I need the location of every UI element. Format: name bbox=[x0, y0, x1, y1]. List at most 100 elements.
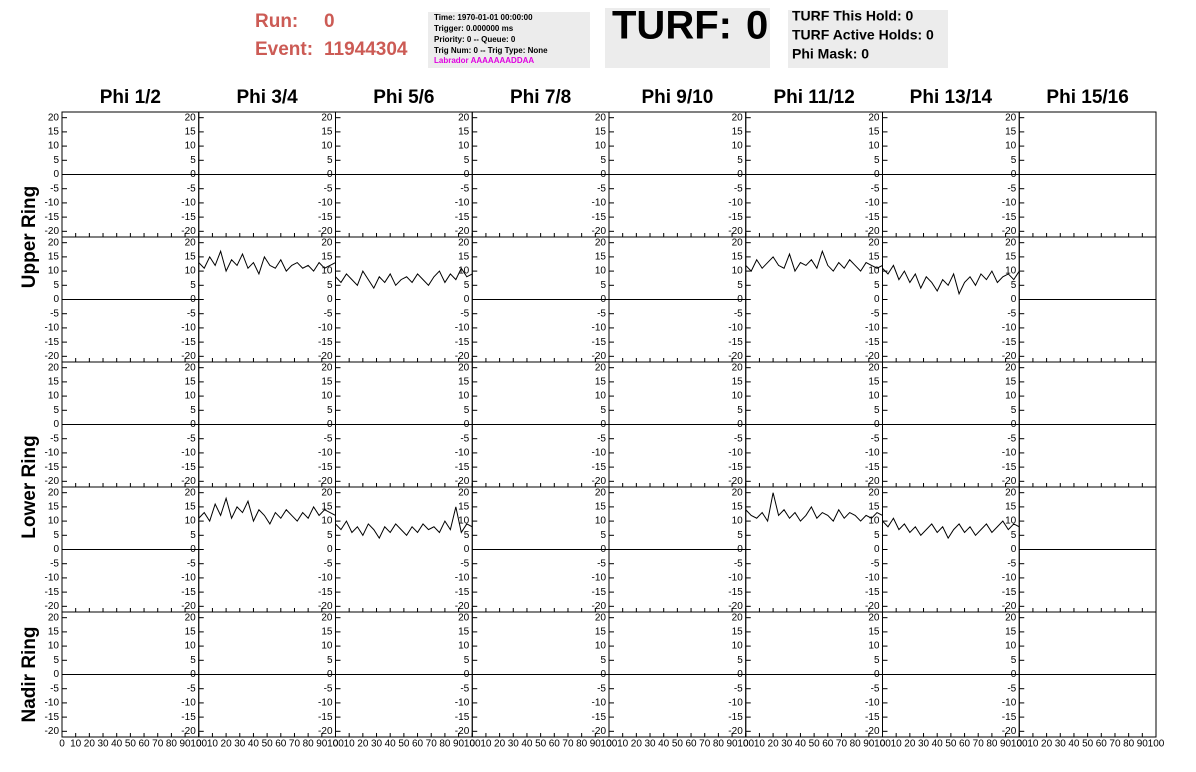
y-tick-label: -10 bbox=[728, 573, 743, 584]
info-line: Labrador AAAAAAADDAA bbox=[434, 56, 534, 65]
y-tick-label: 15 bbox=[48, 502, 60, 513]
y-tick-label: 20 bbox=[1005, 362, 1017, 373]
y-tick-label: -10 bbox=[318, 448, 333, 459]
x-tick-label: 0 bbox=[1016, 739, 1022, 750]
x-tick-label: 40 bbox=[521, 739, 533, 750]
y-tick-label: 5 bbox=[737, 155, 743, 166]
x-tick-label: 100 bbox=[190, 739, 207, 750]
y-tick-label: 10 bbox=[595, 141, 607, 152]
x-tick-label: 40 bbox=[385, 739, 397, 750]
x-tick-label: 60 bbox=[549, 739, 561, 750]
column-title: Phi 1/2 bbox=[100, 87, 161, 108]
column-title: Phi 3/4 bbox=[237, 87, 299, 108]
y-tick-label: -15 bbox=[318, 212, 333, 223]
x-tick-label: 40 bbox=[111, 739, 123, 750]
info-line: Time: 1970-01-01 00:00:00 bbox=[434, 13, 533, 22]
y-tick-label: 0 bbox=[464, 294, 470, 305]
turf-info: TURF This Hold: 0 bbox=[792, 8, 914, 24]
panel-frame bbox=[335, 236, 473, 363]
y-tick-label: 0 bbox=[53, 169, 59, 180]
x-tick-label: 10 bbox=[344, 739, 356, 750]
y-tick-label: -20 bbox=[181, 726, 196, 737]
y-tick-label: 5 bbox=[1011, 655, 1017, 666]
y-tick-label: -5 bbox=[50, 558, 59, 569]
x-tick-label: 0 bbox=[743, 739, 749, 750]
y-tick-label: 10 bbox=[595, 266, 607, 277]
column-title: Phi 13/14 bbox=[910, 87, 993, 108]
x-tick-label: 80 bbox=[850, 739, 862, 750]
x-tick-label: 80 bbox=[439, 739, 451, 750]
y-tick-label: -15 bbox=[318, 337, 333, 348]
y-tick-label: -20 bbox=[45, 726, 60, 737]
y-tick-label: 5 bbox=[327, 530, 333, 541]
y-tick-label: 5 bbox=[327, 655, 333, 666]
y-tick-label: -5 bbox=[50, 308, 59, 319]
y-tick-label: -10 bbox=[45, 698, 60, 709]
y-tick-label: 5 bbox=[190, 405, 196, 416]
x-tick-label: 70 bbox=[1109, 739, 1121, 750]
y-tick-label: -5 bbox=[1007, 433, 1016, 444]
y-tick-label: -5 bbox=[871, 433, 880, 444]
y-tick-label: -10 bbox=[455, 323, 470, 334]
y-tick-label: 15 bbox=[185, 127, 197, 138]
y-tick-label: -15 bbox=[728, 337, 743, 348]
y-tick-label: -10 bbox=[592, 198, 607, 209]
y-tick-label: 15 bbox=[1005, 377, 1017, 388]
y-tick-label: -10 bbox=[318, 323, 333, 334]
x-tick-label: 40 bbox=[1068, 739, 1080, 750]
y-tick-label: 0 bbox=[327, 294, 333, 305]
event-label: Event: bbox=[255, 39, 313, 60]
y-tick-label: 20 bbox=[458, 237, 470, 248]
y-tick-label: -20 bbox=[1002, 601, 1017, 612]
event-number: 11944304 bbox=[324, 39, 408, 60]
y-tick-label: -10 bbox=[181, 198, 196, 209]
x-tick-label: 30 bbox=[918, 739, 930, 750]
y-tick-label: 5 bbox=[1011, 155, 1017, 166]
y-tick-label: 15 bbox=[732, 502, 744, 513]
y-tick-label: -5 bbox=[187, 558, 196, 569]
turf-box bbox=[605, 8, 770, 68]
y-tick-label: 20 bbox=[595, 237, 607, 248]
y-tick-label: 15 bbox=[1005, 127, 1017, 138]
y-tick-label: -10 bbox=[318, 573, 333, 584]
y-tick-label: 5 bbox=[327, 280, 333, 291]
y-tick-label: 20 bbox=[1005, 112, 1017, 123]
y-tick-label: 20 bbox=[458, 362, 470, 373]
y-tick-label: 5 bbox=[464, 155, 470, 166]
y-tick-label: 5 bbox=[600, 405, 606, 416]
x-tick-label: 30 bbox=[1055, 739, 1067, 750]
y-tick-label: 5 bbox=[53, 530, 59, 541]
x-tick-label: 10 bbox=[70, 739, 82, 750]
y-tick-label: -10 bbox=[181, 448, 196, 459]
y-tick-label: 5 bbox=[737, 280, 743, 291]
y-tick-label: 20 bbox=[868, 112, 880, 123]
y-tick-label: 20 bbox=[321, 112, 333, 123]
y-tick-label: 20 bbox=[1005, 237, 1017, 248]
y-tick-label: 10 bbox=[48, 266, 60, 277]
x-tick-label: 90 bbox=[453, 739, 465, 750]
y-tick-label: -20 bbox=[1002, 476, 1017, 487]
y-tick-label: 5 bbox=[53, 655, 59, 666]
y-tick-label: -20 bbox=[45, 226, 60, 237]
y-tick-label: -10 bbox=[45, 323, 60, 334]
y-tick-label: 0 bbox=[327, 669, 333, 680]
y-tick-label: -20 bbox=[455, 476, 470, 487]
y-tick-label: 20 bbox=[185, 612, 197, 623]
x-tick-label: 70 bbox=[699, 739, 711, 750]
y-tick-label: -10 bbox=[728, 698, 743, 709]
y-tick-label: -15 bbox=[181, 587, 196, 598]
y-tick-label: 20 bbox=[868, 487, 880, 498]
y-tick-label: 10 bbox=[868, 516, 880, 527]
y-tick-label: 0 bbox=[190, 294, 196, 305]
x-tick-label: 20 bbox=[84, 739, 96, 750]
x-tick-label: 10 bbox=[754, 739, 766, 750]
y-tick-label: -20 bbox=[1002, 226, 1017, 237]
x-tick-label: 90 bbox=[863, 739, 875, 750]
y-tick-label: -20 bbox=[455, 601, 470, 612]
y-tick-label: 10 bbox=[732, 391, 744, 402]
x-tick-label: 30 bbox=[234, 739, 246, 750]
y-tick-label: 15 bbox=[48, 252, 60, 263]
y-tick-label: 10 bbox=[868, 641, 880, 652]
y-tick-label: 10 bbox=[868, 391, 880, 402]
y-tick-label: 10 bbox=[868, 266, 880, 277]
